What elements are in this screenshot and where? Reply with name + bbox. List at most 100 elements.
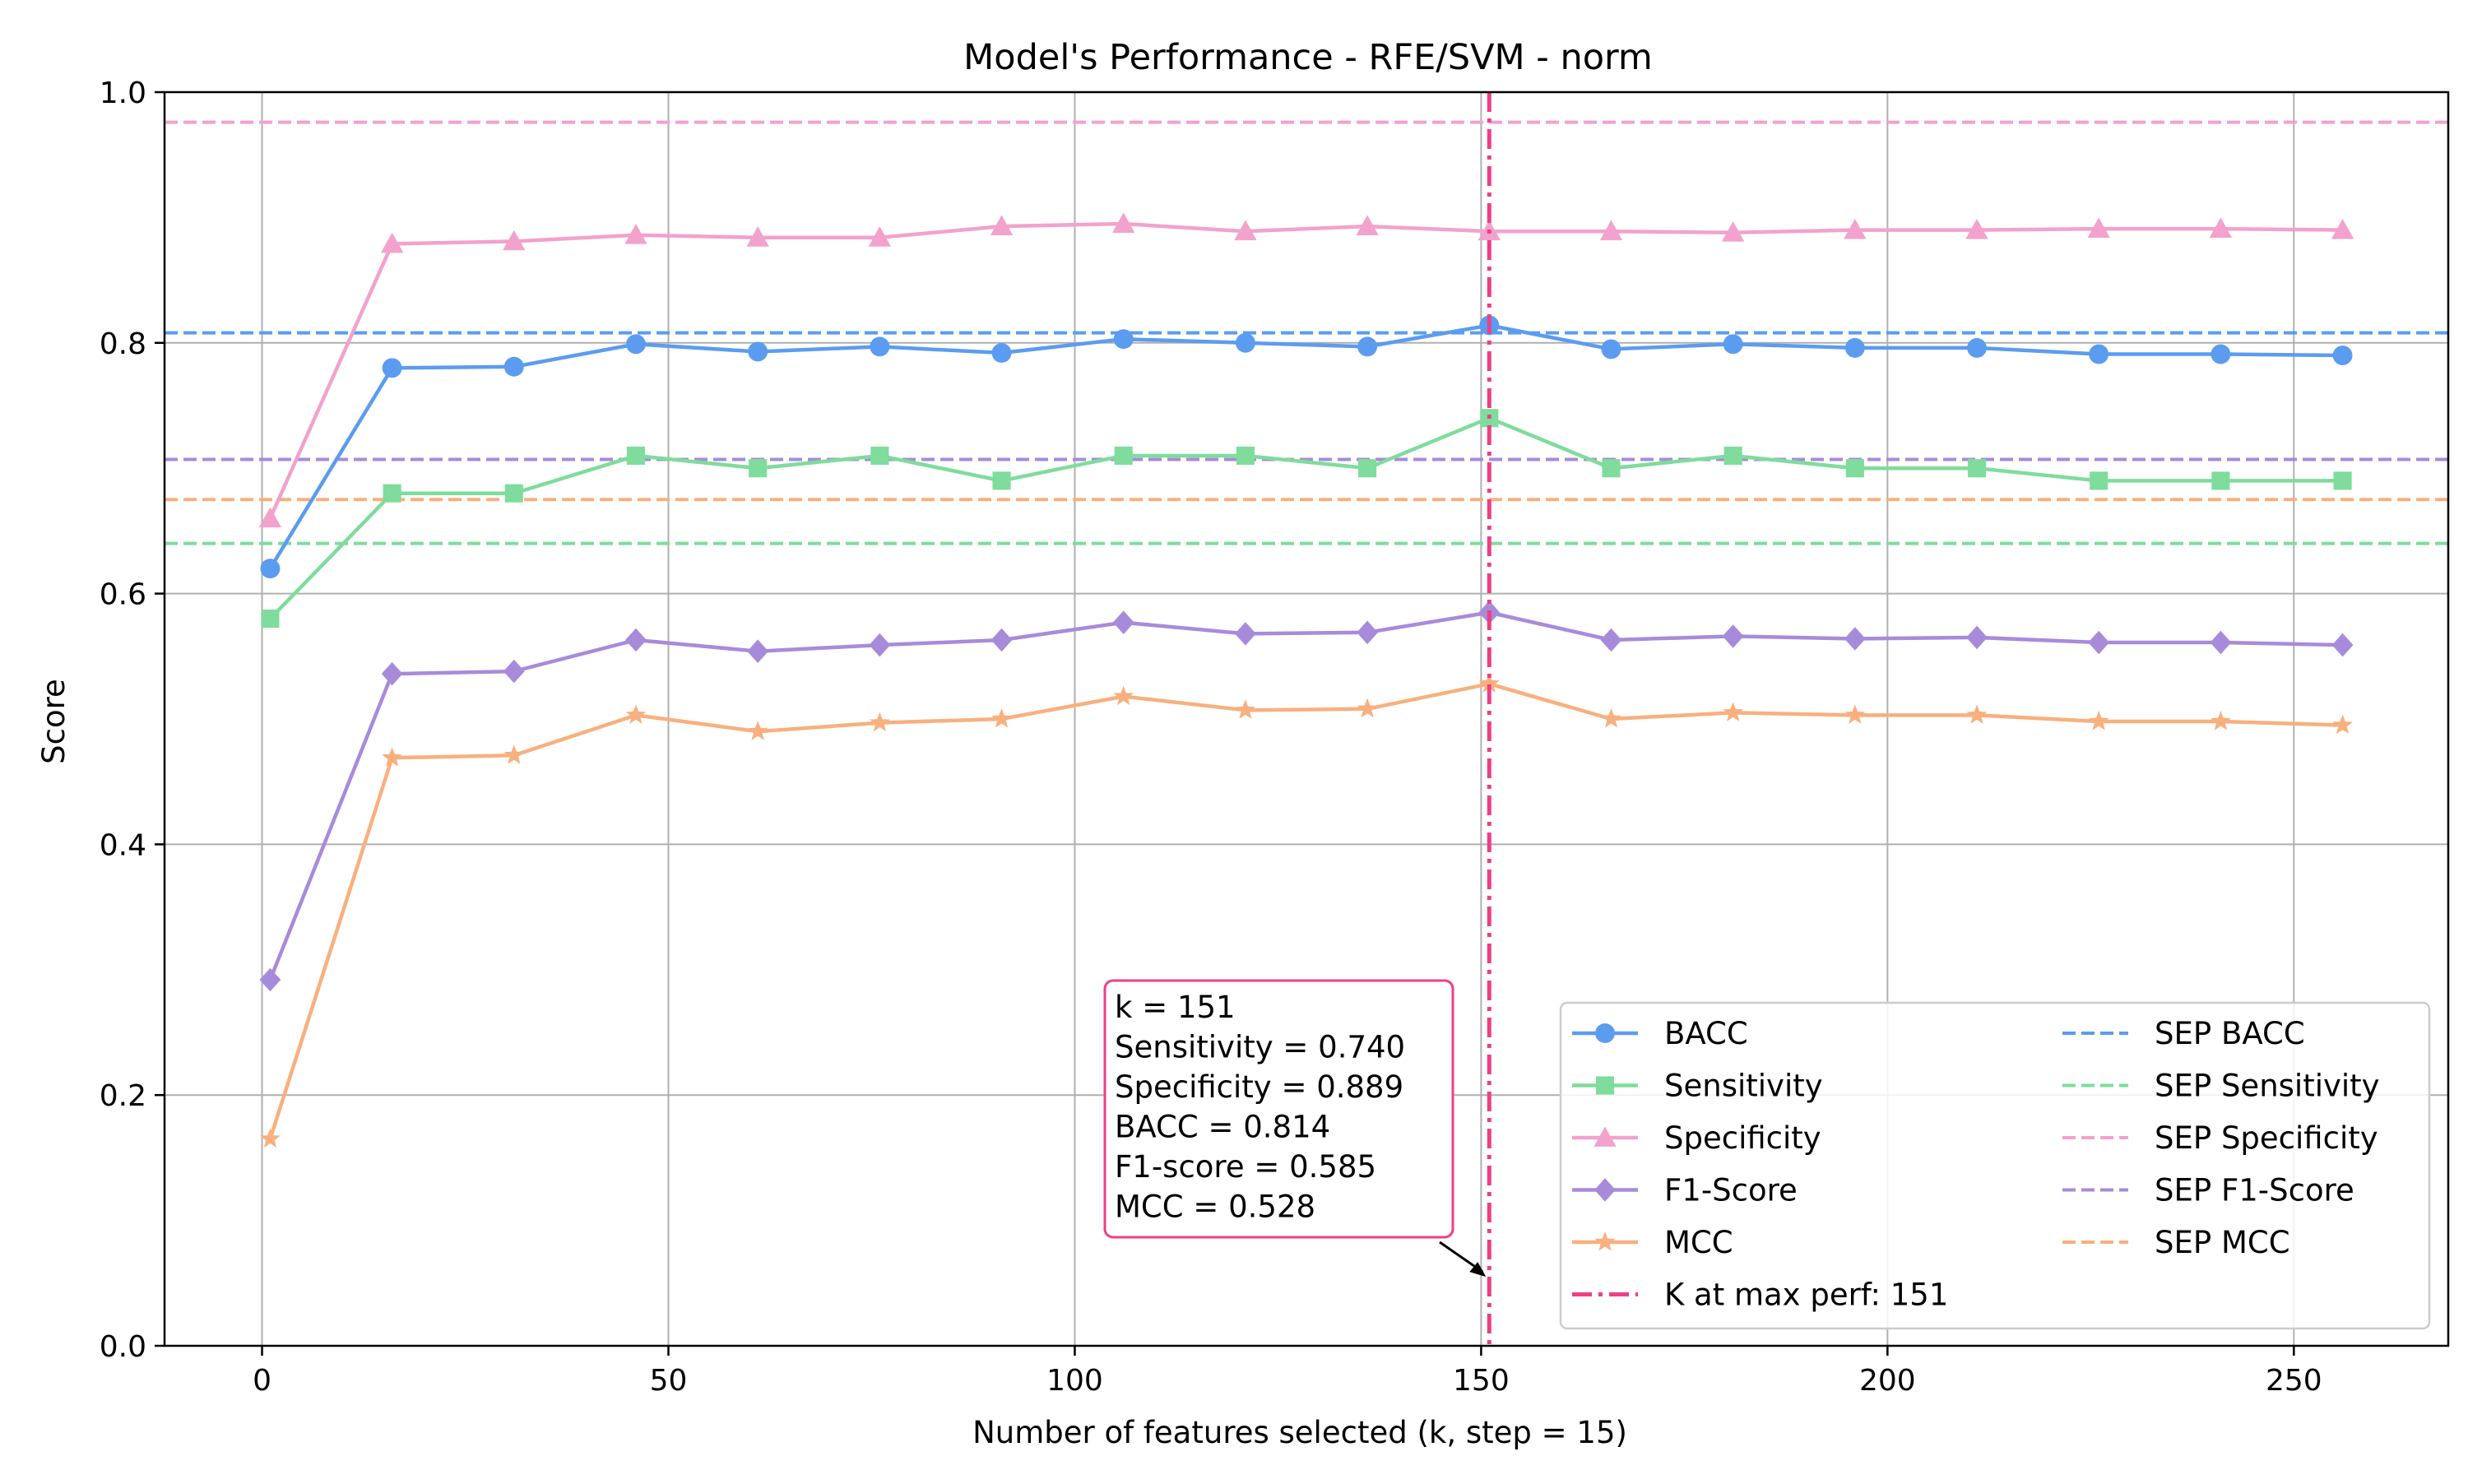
- legend-marker: [1594, 1178, 1616, 1202]
- data-point: [1601, 339, 1621, 359]
- data-point: [259, 967, 281, 992]
- data-point: [1357, 698, 1378, 718]
- legend: BACC Sensitivity Specificity F1-Score MCC K a…: [1559, 1001, 2431, 1330]
- legend-label: SEP F1-Score: [2155, 1173, 2354, 1208]
- data-point: [2209, 217, 2233, 239]
- x-tick-label: 200: [1859, 1364, 1916, 1398]
- series-line: [268, 221, 2343, 520]
- data-point: [1113, 329, 1134, 350]
- legend-label: SEP Sensitivity: [2155, 1069, 2380, 1104]
- legend-label: SEP BACC: [2155, 1016, 2305, 1051]
- data-point: [625, 628, 647, 652]
- data-point: [1600, 628, 1622, 652]
- data-point: [261, 610, 280, 628]
- data-point: [1235, 332, 1255, 353]
- data-point: [2210, 630, 2232, 655]
- data-point: [1723, 446, 1742, 466]
- y-axis-label: Score: [36, 679, 72, 764]
- data-point: [991, 343, 1012, 363]
- series-line: [268, 610, 2343, 981]
- annotation: k = 151 Sensitivity = 0.740 Specificity = …: [1103, 979, 1487, 1278]
- data-point: [1722, 624, 1744, 648]
- chart-title: Model's Performance - RFE/SVM - norm: [963, 37, 1653, 78]
- legend-label: K at max perf: 151: [1664, 1278, 1948, 1313]
- legend-box: [1559, 1001, 2431, 1330]
- data-point: [383, 484, 401, 503]
- axes: 0 50 100 150 200 250 0.0 0.2 0.4 0.6 0.8 1.0: [100, 77, 2322, 1398]
- data-point: [626, 446, 646, 466]
- data-point: [1967, 459, 1987, 478]
- data-point: [870, 446, 889, 466]
- data-point: [2211, 344, 2231, 364]
- data-point: [1967, 337, 1987, 358]
- data-point: [747, 721, 768, 740]
- data-point: [1723, 702, 1743, 721]
- plot-frame: [163, 90, 2450, 1347]
- annotation-text: BACC = 0.814: [1115, 1110, 1330, 1145]
- data-point: [626, 334, 646, 355]
- data-point: [2211, 711, 2231, 730]
- data-point: [1356, 215, 1379, 235]
- data-point: [2331, 633, 2354, 657]
- data-point: [260, 559, 281, 579]
- data-point: [749, 459, 768, 478]
- data-point: [990, 215, 1014, 235]
- data-point: [1966, 704, 1988, 724]
- series-line: [268, 682, 2343, 1140]
- legend-marker: [1595, 1076, 1615, 1095]
- x-tick-label: 150: [1453, 1364, 1510, 1398]
- legend-label: F1-Score: [1664, 1173, 1798, 1208]
- data-point: [1844, 337, 1865, 358]
- legend-label: Specificity: [1664, 1120, 1821, 1156]
- data-point: [2088, 630, 2110, 655]
- data-point: [382, 747, 402, 767]
- data-point: [624, 224, 647, 244]
- data-point: [747, 639, 769, 664]
- y-tick-label: 0.2: [100, 1079, 146, 1113]
- data-point: [1357, 620, 1378, 645]
- data-point: [992, 471, 1011, 490]
- data-point: [991, 708, 1012, 728]
- data-point: [504, 484, 523, 503]
- data-point: [2333, 471, 2352, 490]
- y-tick-label: 0.8: [100, 327, 146, 361]
- data-point: [503, 744, 525, 764]
- data-point: [2332, 345, 2353, 366]
- data-point: [1478, 673, 1500, 693]
- data-point: [1844, 704, 1866, 724]
- data-point: [2090, 471, 2108, 490]
- data-point: [1601, 708, 1621, 728]
- data-point: [746, 226, 769, 247]
- data-point: [382, 358, 402, 378]
- data-point: [1357, 336, 1378, 357]
- data-point: [258, 507, 282, 528]
- y-tick-label: 0.4: [100, 828, 146, 862]
- data-point: [1723, 334, 1743, 355]
- y-tick-label: 0.0: [100, 1330, 146, 1364]
- x-tick-label: 100: [1046, 1364, 1103, 1398]
- series-line: [268, 323, 2343, 570]
- data-point: [1599, 220, 1623, 241]
- data-point: [503, 659, 525, 684]
- data-point: [1236, 446, 1255, 466]
- data-point: [1234, 220, 1257, 241]
- series-line: [268, 415, 2343, 620]
- data-point: [868, 226, 892, 247]
- data-point: [1358, 459, 1377, 478]
- data-point: [1113, 685, 1134, 706]
- data-point: [1602, 459, 1621, 478]
- data-point: [1114, 446, 1133, 466]
- annotation-arrowhead: [1469, 1262, 1487, 1278]
- series-lines: [258, 212, 2354, 1148]
- data-point: [1112, 610, 1134, 634]
- data-point: [2211, 471, 2230, 490]
- data-point: [870, 336, 890, 357]
- data-point: [625, 704, 647, 724]
- legend-label: SEP MCC: [2155, 1225, 2290, 1260]
- x-tick-label: 0: [253, 1364, 271, 1398]
- data-point: [1966, 625, 1988, 650]
- legend-label: MCC: [1664, 1225, 1733, 1260]
- data-point: [2331, 218, 2354, 239]
